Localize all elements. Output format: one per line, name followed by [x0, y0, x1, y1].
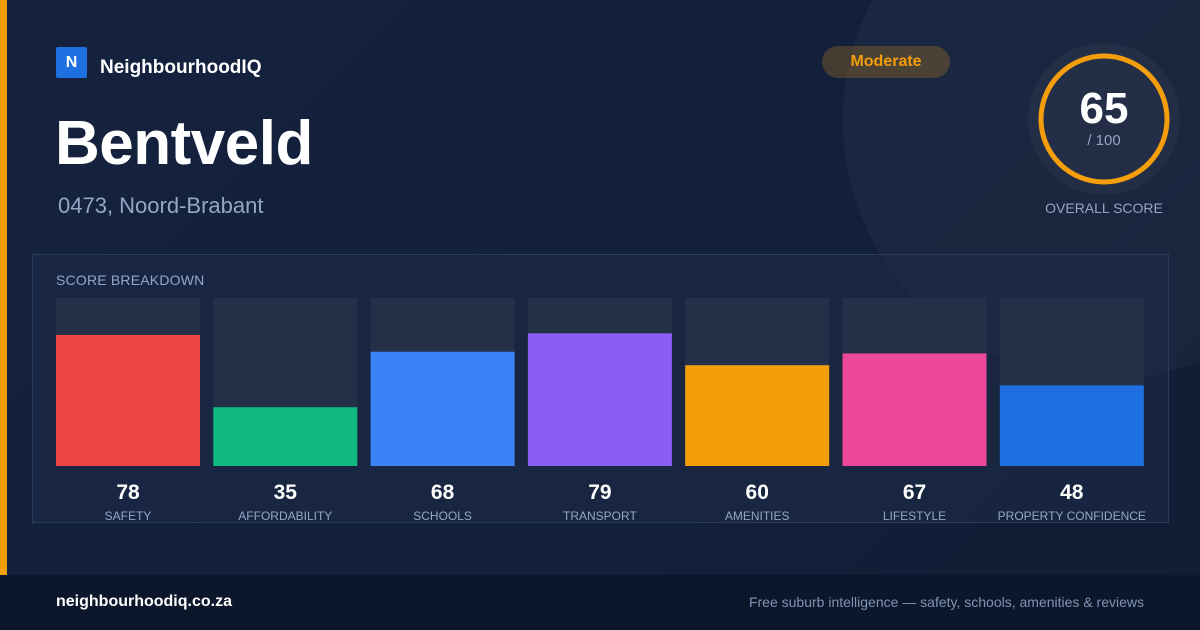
suburb-title: Bentveld	[55, 109, 313, 178]
overall-score-value: 65	[1079, 84, 1129, 133]
panel-title: SCORE BREAKDOWN	[56, 272, 205, 288]
footer-url[interactable]: neighbourhoodiq.co.za	[56, 593, 232, 610]
brand-logo-icon: N	[56, 47, 87, 78]
suburb-location: 0473, Noord-Brabant	[58, 193, 264, 218]
score-breakdown-panel	[32, 254, 1169, 523]
brand-name: NeighbourhoodIQ	[100, 57, 262, 78]
overall-score-max: / 100	[1087, 132, 1121, 149]
overall-score-ring: 65 / 100	[1028, 43, 1180, 195]
score-ring-graphic	[1038, 53, 1170, 185]
footer-tagline: Free suburb intelligence — safety, schoo…	[748, 594, 1144, 610]
score-ring-arc	[1038, 53, 1170, 185]
accent-bar	[0, 0, 7, 575]
rating-badge: Moderate	[822, 46, 950, 78]
overall-score-caption: OVERALL SCORE	[1045, 200, 1163, 216]
brand: N NeighbourhoodIQ	[56, 46, 261, 79]
footer: neighbourhoodiq.co.za Free suburb intell…	[0, 575, 1200, 630]
